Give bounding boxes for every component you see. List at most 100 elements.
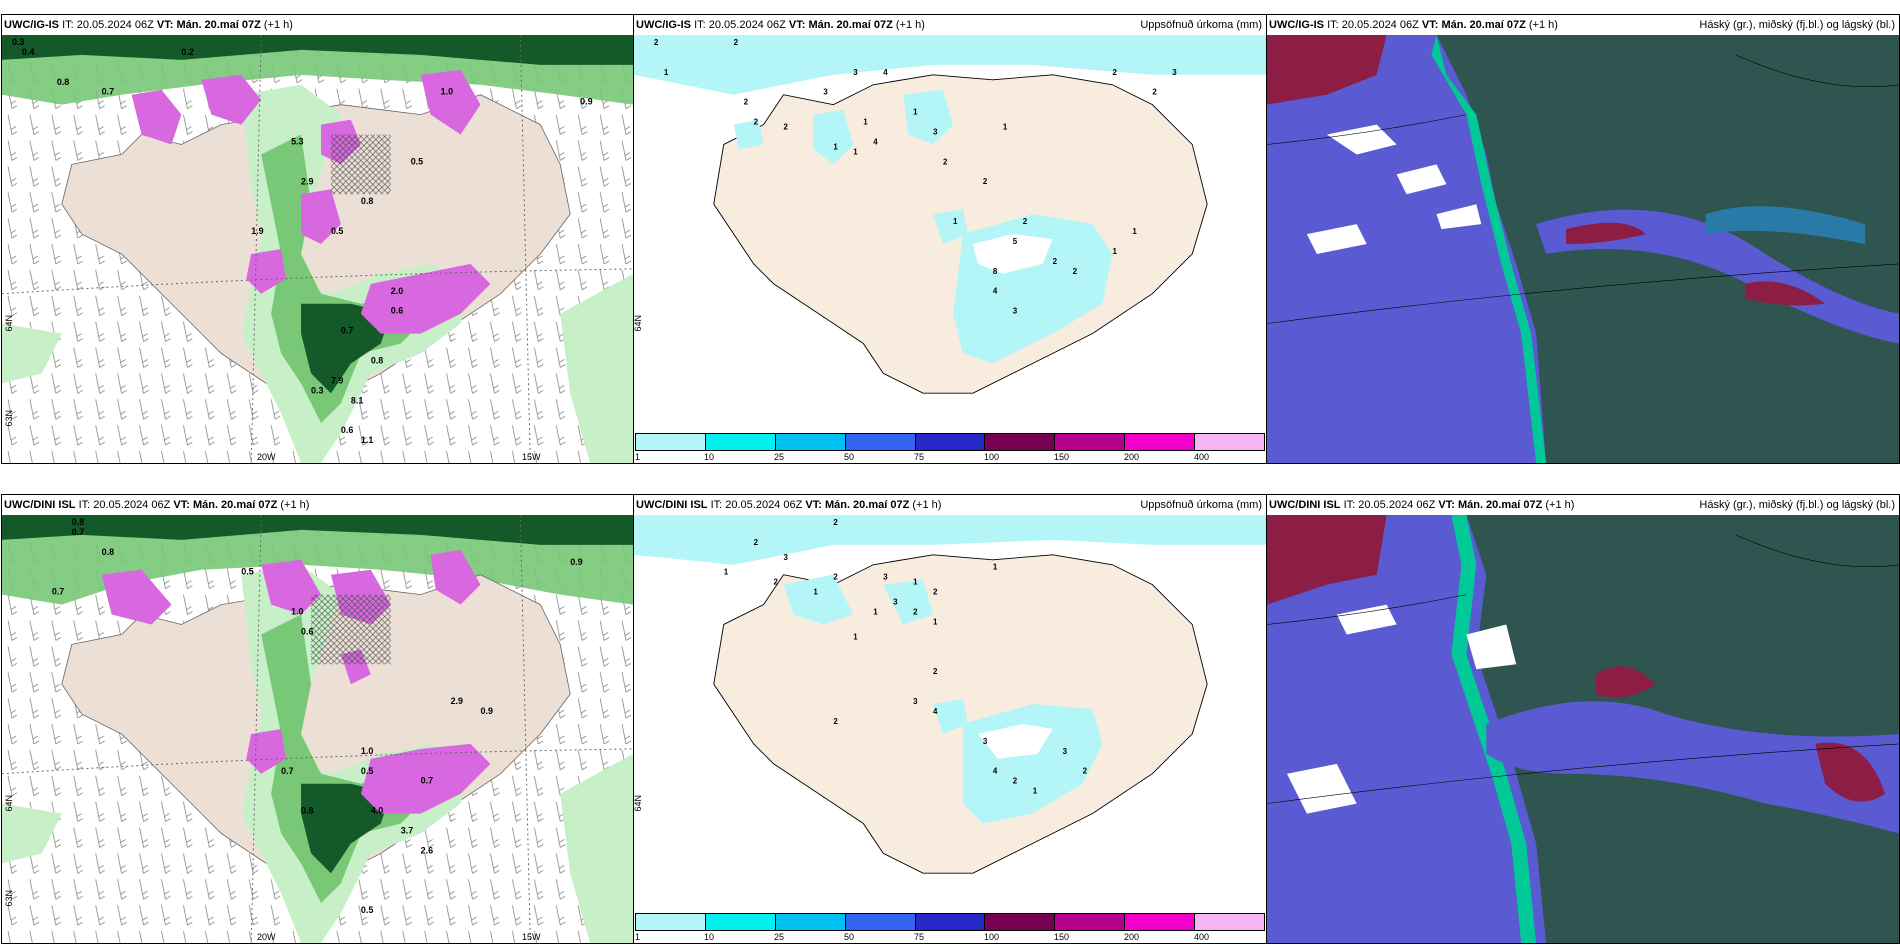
lat-label-left: 64N	[4, 315, 14, 332]
wind-precip-value-label: 2.9	[451, 696, 463, 706]
lead-time: (+1 h)	[263, 19, 293, 31]
precip-value-label: 4	[933, 707, 938, 716]
precip-value-label: 4	[873, 137, 878, 146]
vt-label: VT: Mán. 20.maí 07Z	[1438, 499, 1543, 511]
precip-value-label: 3	[883, 573, 888, 582]
precip-value-label: 2	[1073, 267, 1078, 276]
wind-precip-values: 0.80.70.80.70.50.91.00.60.70.81.02.90.54…	[52, 517, 583, 915]
lon-label-20w: 20W	[257, 452, 276, 462]
precip-value-label: 3	[983, 737, 988, 746]
lat-label-left: 64N	[633, 315, 643, 332]
wind-precip-value-label: 1.0	[441, 87, 453, 97]
legend-label: 200	[1124, 452, 1140, 462]
lead-time: (+1 h)	[912, 499, 942, 511]
panel-header: UWC/DINI ISL IT: 20.05.2024 06Z VT: Mán.…	[634, 495, 1266, 515]
precip-values-top: 2 2 1 2 3 3 4 2 2 1 1 3 1 2 2 3 1 1 4 2 2 1 2 5 8 4 3 2 2 1 1	[654, 38, 1177, 316]
legend-label: 150	[1054, 452, 1070, 462]
legend-swatch	[636, 914, 706, 930]
clouds-map-svg	[1267, 35, 1899, 463]
legend-swatch	[775, 434, 846, 450]
precip-value-label: 2	[654, 38, 659, 47]
precip-value-label: 1	[1112, 247, 1117, 256]
map-accum-precip: 2 2 1 3 2 1 2 3 1 2 1 1 3 2 1 2 3 4 2 1 3 4 2 3 1 2	[634, 515, 1266, 913]
wind-precip-value-label: 7.9	[331, 375, 343, 385]
legend-swatch	[845, 914, 916, 930]
wind-precip-map-svg: 0.30.40.80.70.21.00.90.50.85.32.91.9 0.52…	[2, 35, 633, 463]
it-label: IT:	[1327, 19, 1339, 31]
wind-precip-value-label: 0.6	[391, 306, 403, 316]
precip-value-label: 2	[983, 177, 988, 186]
wind-precip-value-label: 0.8	[72, 517, 84, 527]
panel-wind-precip-bottom: UWC/DINI ISL IT: 20.05.2024 06Z VT: Mán.…	[1, 494, 634, 944]
it-value: 20.05.2024 06Z	[76, 19, 154, 31]
precip-value-label: 1	[813, 588, 818, 597]
map-clouds	[1267, 515, 1899, 943]
legend-swatch	[1055, 434, 1126, 450]
precip-legend: 1 10 25 50 75 100 150 200 400	[634, 433, 1266, 463]
legend-swatch	[1125, 434, 1196, 450]
panel-wind-precip-top: UWC/IG-IS IT: 20.05.2024 06Z VT: Mán. 20…	[1, 14, 634, 464]
wind-precip-value-label: 0.8	[102, 547, 114, 557]
legend-label: 25	[774, 932, 785, 942]
precip-value-label: 1	[913, 108, 918, 117]
precip-value-label: 2	[1013, 777, 1018, 786]
model-name: UWC/IG-IS	[636, 19, 691, 31]
legend-swatch	[1125, 914, 1196, 930]
precip-value-label: 2	[833, 573, 838, 582]
panel-header: UWC/DINI ISL IT: 20.05.2024 06Z VT: Mán.…	[1267, 495, 1899, 515]
vt-label: VT: Mán. 20.maí 07Z	[788, 19, 893, 31]
precip-value-label: 3	[933, 128, 938, 137]
precip-value-label: 3	[913, 697, 918, 706]
precip-value-label: 1	[1033, 787, 1038, 796]
wind-precip-value-label: 0.8	[301, 806, 313, 816]
precip-value-label: 4	[993, 767, 998, 776]
panel-title: Háský (gr.), miðský (fj.bl.) og lágský (…	[1699, 499, 1895, 511]
legend-label: 50	[844, 932, 855, 942]
panel-accum-precip-bottom: UWC/DINI ISL IT: 20.05.2024 06Z VT: Mán.…	[633, 494, 1267, 944]
panel-header: UWC/IG-IS IT: 20.05.2024 06Z VT: Mán. 20…	[1267, 15, 1899, 35]
legend-bar	[635, 433, 1265, 451]
wind-precip-value-label: 0.9	[480, 706, 492, 716]
it-value: 20.05.2024 06Z	[93, 499, 171, 511]
legend-swatch	[775, 914, 846, 930]
it-label: IT:	[694, 19, 706, 31]
map-wind-precip: 0.3 0.4 0.8 0.7 0.2 1.0 0.9 0.5 0.8 5.3 2.9 1.9 0.5 2…	[2, 35, 633, 463]
precip-value-label: 1	[724, 568, 729, 577]
precip-value-label: 2	[1053, 257, 1058, 266]
wind-precip-map-svg: 0.80.70.80.70.50.91.00.60.70.81.02.90.54…	[2, 515, 633, 943]
panel-header: UWC/IG-IS IT: 20.05.2024 06Z VT: Mán. 20…	[634, 15, 1266, 35]
wind-precip-value-label: 3.7	[401, 826, 413, 836]
wind-precip-value-label: 0.7	[52, 587, 64, 597]
precip-value-label: 2	[1152, 88, 1157, 97]
lead-time: (+1 h)	[1545, 499, 1575, 511]
model-name: UWC/IG-IS	[4, 19, 59, 31]
precip-value-label: 1	[933, 617, 938, 626]
precip-value-label: 3	[823, 88, 828, 97]
legend-swatch	[1195, 914, 1265, 930]
precip-value-label: 3	[784, 553, 789, 562]
precip-value-label: 2	[1023, 217, 1028, 226]
lon-label-20w: 20W	[257, 932, 276, 942]
precip-value-label: 3	[1063, 747, 1068, 756]
precip-value-label: 3	[893, 598, 898, 607]
legend-label: 75	[914, 452, 925, 462]
lat-label-left: 64N	[4, 795, 14, 812]
precip-value-label: 4	[993, 287, 998, 296]
wind-precip-value-label: 0.2	[181, 47, 193, 57]
lat-label-left-2: 63N	[4, 410, 14, 427]
wind-precip-value-label: 0.8	[361, 196, 373, 206]
map-accum-precip: 2 2 1 2 3 3 4 2 2 1 1 3 1 2 2 3 1 1 4 2 2 1 2 5 8 4 3 2 2 1 1	[634, 35, 1266, 433]
map-clouds	[1267, 35, 1899, 463]
it-value: 20.05.2024 06Z	[708, 19, 786, 31]
precip-value-label: 1	[833, 142, 838, 151]
precip-value-label: 1	[853, 147, 858, 156]
wind-precip-values: 0.30.40.80.70.21.00.90.50.85.32.91.9 0.52…	[12, 37, 593, 445]
legend-label: 1	[635, 932, 641, 942]
legend-label: 10	[704, 932, 715, 942]
wind-precip-value-label: 0.9	[580, 97, 592, 107]
wind-precip-value-label: 0.8	[57, 77, 69, 87]
wind-precip-value-label: 0.5	[361, 905, 373, 915]
lon-label-15w: 15W	[522, 452, 541, 462]
precip-value-label: 1	[1132, 227, 1137, 236]
legend-labels: 1 10 25 50 75 100 150 200 400	[634, 451, 1266, 463]
